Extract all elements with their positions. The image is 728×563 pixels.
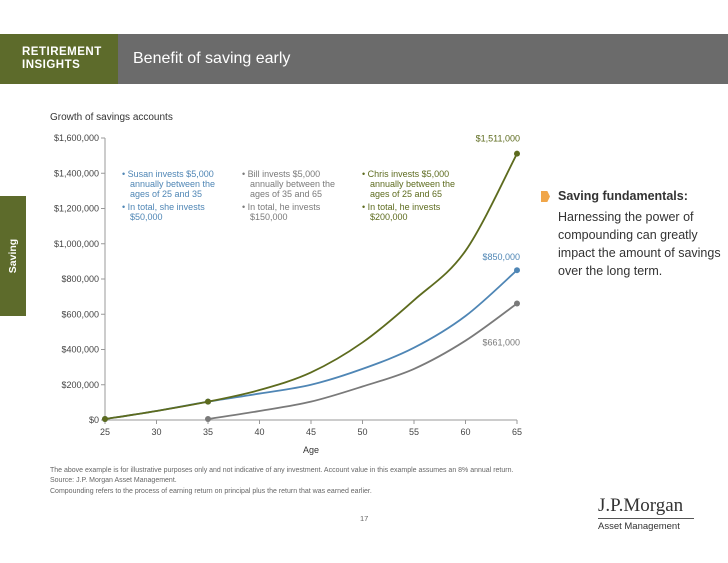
end-value-label-bill: $661,000 [482, 337, 520, 347]
page-title: Benefit of saving early [133, 50, 291, 67]
annotation-text-line: $150,000 [250, 212, 288, 222]
side-tab-saving: Saving [0, 196, 26, 316]
y-tick-label: $1,000,000 [54, 239, 99, 249]
annotation-text-line: $50,000 [130, 212, 163, 222]
y-tick-label: $0 [89, 415, 99, 425]
x-tick-label: 35 [203, 427, 213, 437]
x-tick-label: 30 [151, 427, 161, 437]
series-line-susan [104, 269, 518, 420]
series-end-point-chris [514, 150, 520, 157]
end-value-label-chris: $1,511,000 [476, 134, 520, 144]
annotation-text-line: • Bill invests $5,000 [242, 169, 320, 179]
annotation-text-line: • In total, she invests [122, 202, 205, 212]
x-tick-label: 50 [357, 427, 367, 437]
annotation-text-line: • Chris invests $5,000 [362, 169, 449, 179]
header-banner: RETIREMENT INSIGHTS Benefit of saving ea… [0, 34, 728, 84]
logo-subtitle: Asset Management [598, 521, 680, 532]
section-label-line2: INSIGHTS [22, 59, 81, 71]
section-label-box: RETIREMENT INSIGHTS [0, 34, 118, 84]
annotation-text-line: ages of 25 and 65 [370, 189, 442, 199]
arrow-marker-icon [541, 191, 550, 202]
x-tick-label: 55 [409, 427, 419, 437]
y-tick-label: $1,400,000 [54, 168, 99, 178]
annotation-text-line: • Susan invests $5,000 [122, 169, 214, 179]
x-tick-label: 40 [254, 427, 264, 437]
series-line-bill [207, 302, 518, 420]
x-axis-label: Age [303, 445, 319, 455]
series-start-point-chris [102, 416, 108, 423]
series-line-chris [104, 153, 518, 420]
end-value-label-susan: $850,000 [482, 252, 520, 262]
section-label-line1: RETIREMENT [22, 46, 102, 58]
fundamentals-body: Harnessing the power of compounding can … [558, 210, 721, 278]
series-end-point-bill [514, 300, 520, 307]
annotation-text-line: • In total, he invests [362, 202, 441, 212]
logo-name: J.P.Morgan [598, 495, 684, 516]
series-point-age35-chris [205, 398, 211, 405]
y-tick-label: $800,000 [61, 274, 99, 284]
logo-divider [598, 518, 694, 519]
y-tick-label: $600,000 [61, 309, 99, 319]
y-tick-label: $1,200,000 [54, 204, 99, 214]
y-tick-label: $1,600,000 [54, 133, 99, 143]
x-tick-label: 65 [512, 427, 522, 437]
fundamentals-title: Saving fundamentals: [558, 189, 688, 203]
footnote-source: Source: J.P. Morgan Asset Management. [50, 476, 177, 484]
page-number: 17 [360, 514, 369, 523]
series-start-point-bill [205, 416, 211, 423]
series-end-point-susan [514, 267, 520, 274]
x-tick-label: 45 [306, 427, 316, 437]
footnotes: The above example is for illustrative pu… [50, 466, 513, 497]
annotation-text-line: annually between the [130, 179, 215, 189]
annotation-text-line: annually between the [370, 179, 455, 189]
chart-title: Growth of savings accounts [50, 112, 173, 123]
annotation-text-line: • In total, he invests [242, 202, 321, 212]
x-tick-label: 60 [460, 427, 470, 437]
section-label: RETIREMENT INSIGHTS [22, 46, 112, 72]
jpmorgan-logo: J.P.Morgan Asset Management [598, 496, 694, 532]
annotation-text-line: ages of 25 and 35 [130, 189, 202, 199]
footnote-disclaimer: The above example is for illustrative pu… [50, 467, 514, 474]
annotation-text-line: ages of 35 and 65 [250, 189, 322, 199]
footnote-compounding: Compounding refers to the process of ear… [50, 488, 372, 495]
y-tick-label: $200,000 [61, 380, 99, 390]
annotation-text-line: annually between the [250, 179, 335, 189]
annotation-text-line: $200,000 [370, 212, 408, 222]
x-tick-label: 25 [100, 427, 110, 437]
y-tick-label: $400,000 [61, 345, 99, 355]
